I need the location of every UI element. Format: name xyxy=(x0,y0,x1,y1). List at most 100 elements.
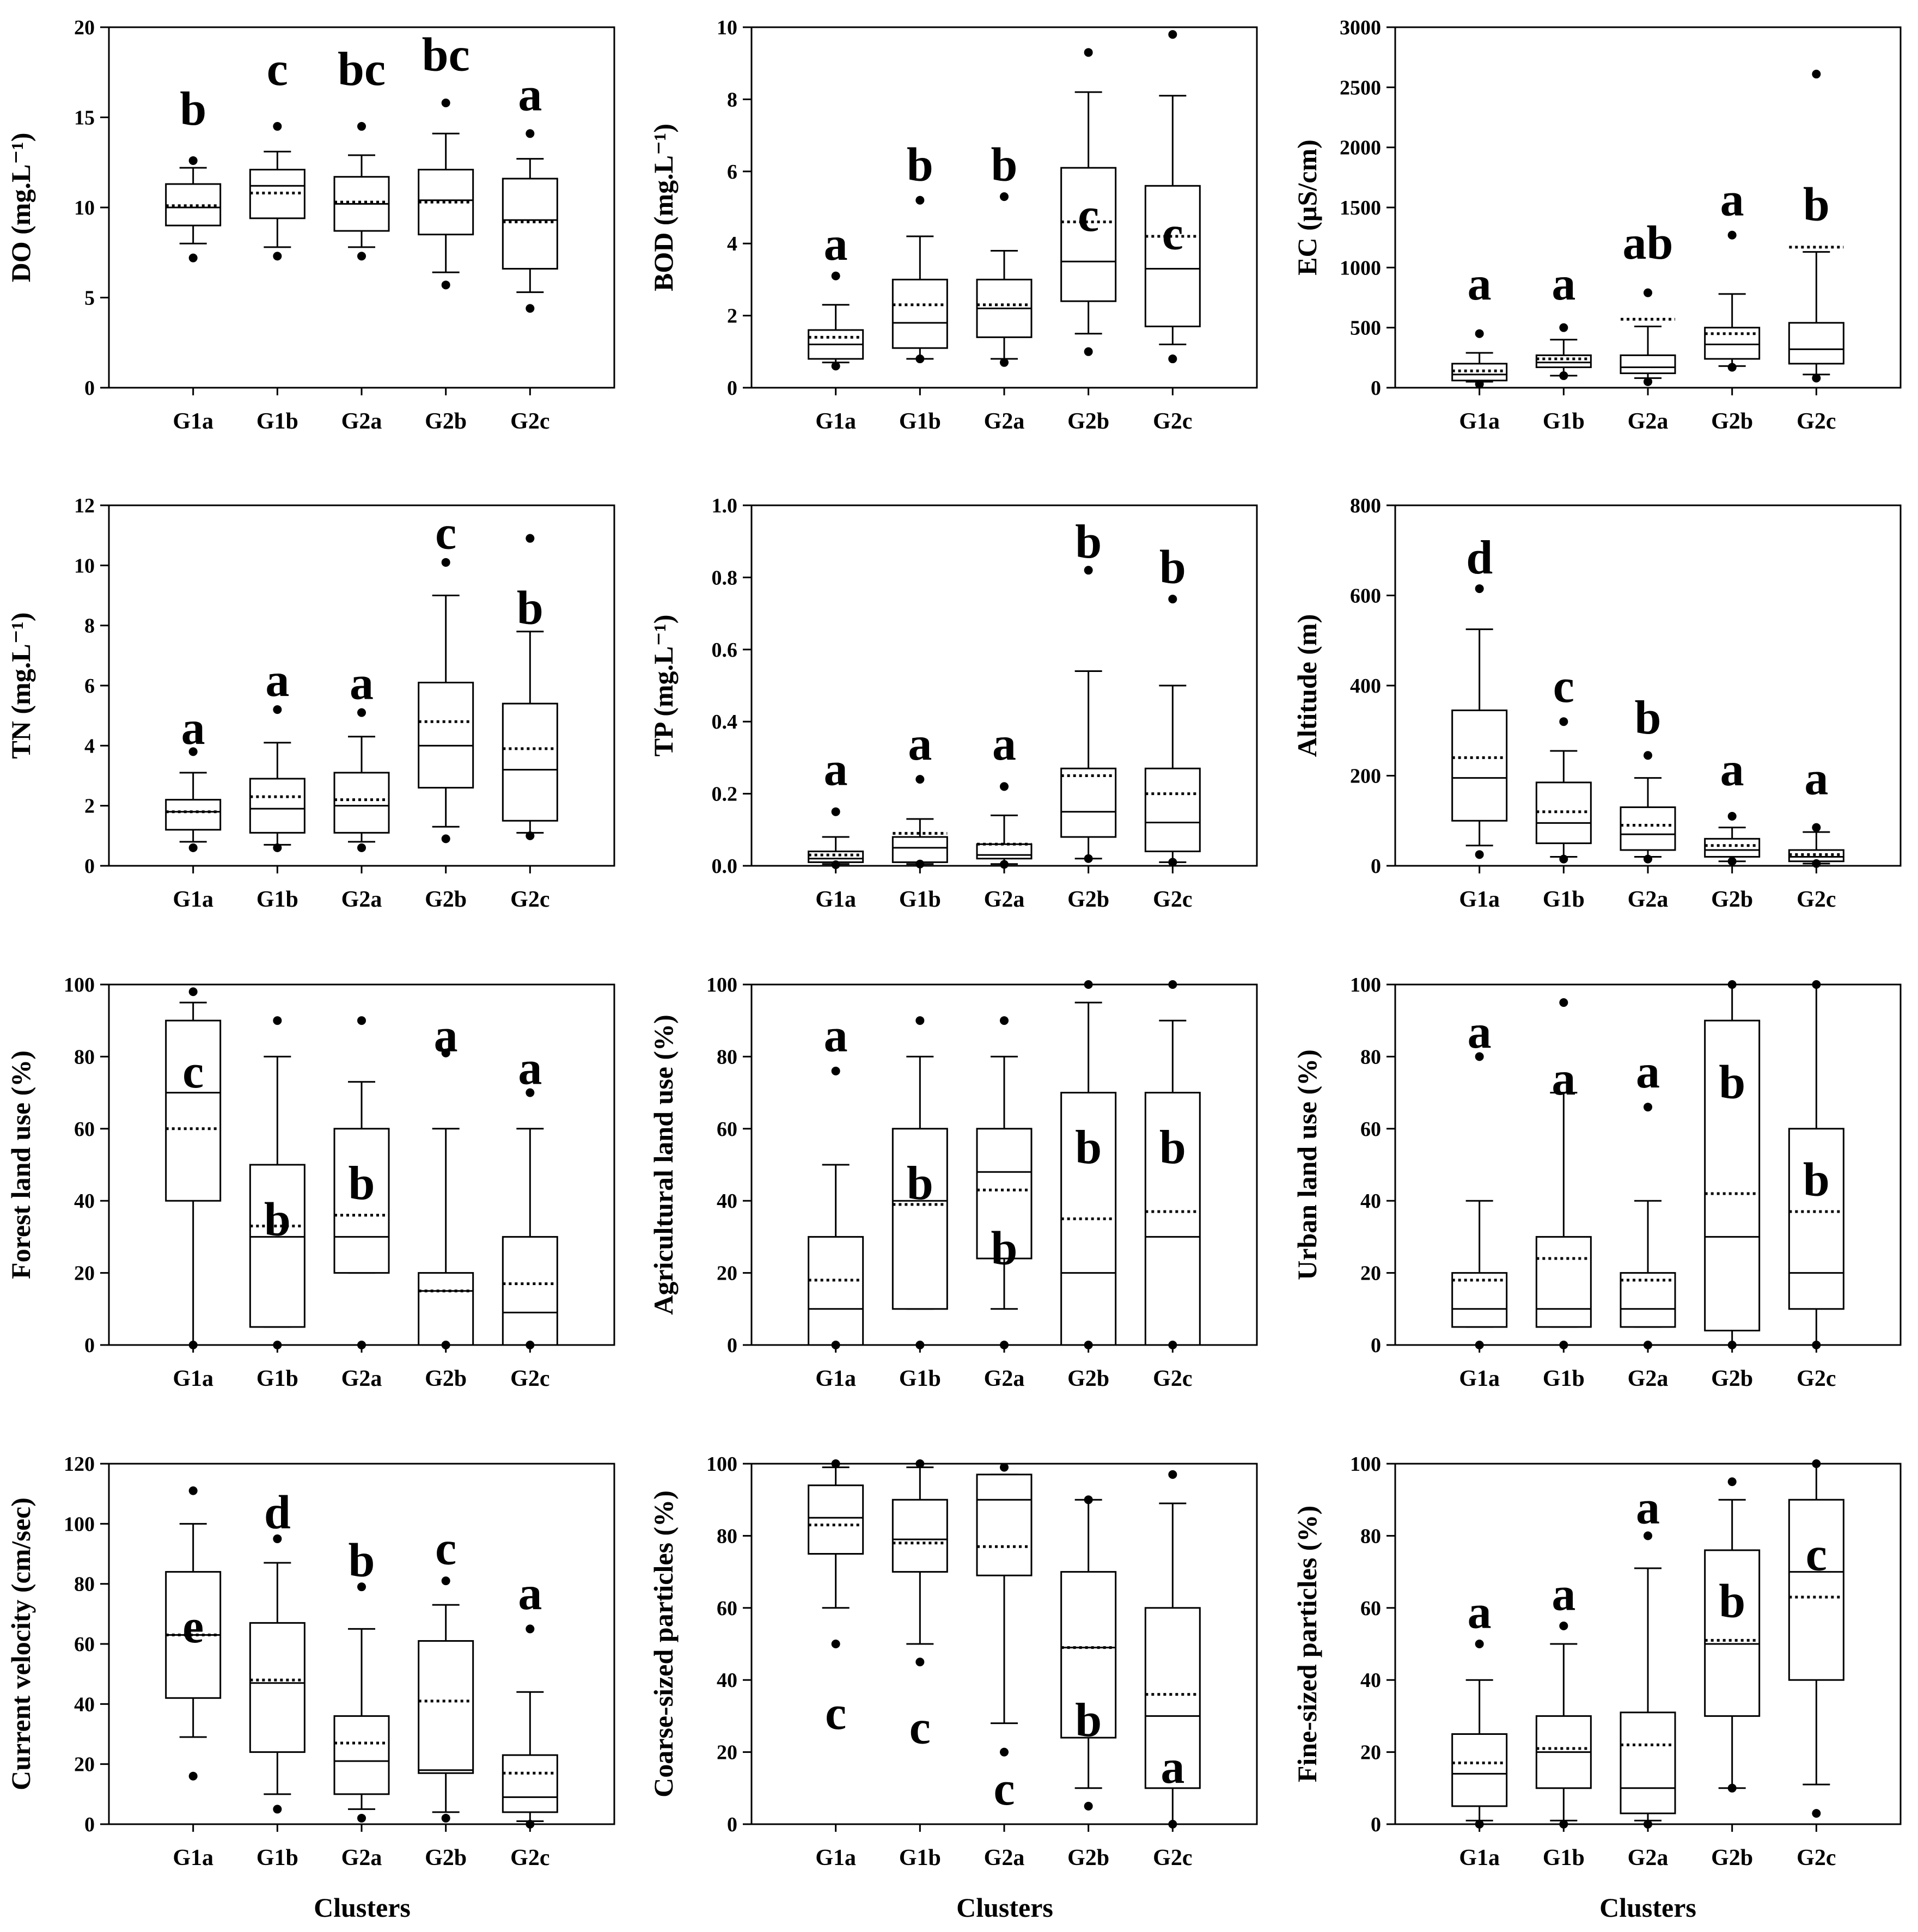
significance-letter: a xyxy=(518,1567,542,1620)
outlier-point xyxy=(1644,1820,1652,1829)
significance-letter: a xyxy=(265,654,289,707)
outlier-point xyxy=(188,253,198,262)
y-axis-label: Agricultural land use (%) xyxy=(648,1014,679,1315)
x-tick-label: G2a xyxy=(984,1366,1025,1391)
box-G2c: b xyxy=(1788,980,1844,1349)
outlier-point xyxy=(1475,850,1484,859)
x-tick-label: G1a xyxy=(173,1366,213,1391)
iqr-box xyxy=(1535,354,1592,368)
x-tick-label: G1a xyxy=(173,887,213,912)
x-tick-label: G2c xyxy=(1797,1366,1836,1391)
y-tick-label: 0 xyxy=(1371,1334,1381,1357)
iqr-box xyxy=(1535,781,1592,845)
y-tick-label: 600 xyxy=(1350,585,1381,608)
y-axis-label: Altitude (m) xyxy=(1292,614,1322,757)
x-axis-label-col2: Clusters xyxy=(956,1892,1053,1923)
significance-letter: a xyxy=(350,657,374,710)
iqr-box xyxy=(1620,1272,1676,1328)
significance-letter: d xyxy=(264,1486,291,1539)
box-G1a: a xyxy=(808,218,864,371)
chart-panel-8: 0 20 40 60 80 100 G1a G1b G2a G2b G2c Agricultural … xyxy=(648,974,1258,1391)
y-tick-label: 12 xyxy=(74,494,95,517)
outlier-point xyxy=(1168,1470,1177,1479)
y-tick-label: 6 xyxy=(727,161,737,184)
iqr-box xyxy=(891,836,948,863)
significance-letter: c xyxy=(1162,207,1183,260)
box-G1a: c xyxy=(808,1459,864,1740)
y-tick-label: 40 xyxy=(717,1669,737,1692)
outlier-point xyxy=(915,1016,925,1025)
outlier-point xyxy=(441,1341,450,1349)
outlier-point xyxy=(357,1341,366,1349)
y-tick-label: 60 xyxy=(717,1118,737,1141)
outlier-point xyxy=(357,1813,366,1823)
y-tick-label: 80 xyxy=(74,1046,95,1068)
outlier-point xyxy=(273,1341,282,1349)
box-G1b: a xyxy=(891,718,948,869)
box-G1a: c xyxy=(165,987,222,1349)
outlier-point xyxy=(1475,1052,1484,1061)
x-tick-label: G2a xyxy=(1628,1366,1669,1391)
x-tick-label: G1a xyxy=(1459,1366,1500,1391)
y-tick-label: 10 xyxy=(74,197,95,219)
x-tick-label: G2c xyxy=(1153,887,1192,912)
significance-letter: b xyxy=(1159,541,1186,594)
y-axis-label: Current velocity (cm/sec) xyxy=(5,1497,36,1790)
x-tick-label: G1b xyxy=(1543,1845,1585,1870)
significance-letter: b xyxy=(991,1222,1018,1275)
outlier-point xyxy=(1559,854,1568,864)
box-G1b: a xyxy=(1535,1568,1592,1829)
significance-letter: a xyxy=(1468,1006,1492,1059)
significance-letter: a xyxy=(1551,258,1575,310)
significance-letter: a xyxy=(1468,1586,1492,1638)
y-tick-label: 0 xyxy=(727,1813,737,1836)
y-tick-label: 10 xyxy=(74,554,95,577)
outlier-point xyxy=(1084,1801,1093,1811)
outlier-point xyxy=(831,362,840,371)
iqr-box xyxy=(808,1484,864,1555)
iqr-box xyxy=(165,1019,222,1202)
x-tick-label: G2a xyxy=(1628,887,1669,912)
box-G1b: c xyxy=(891,1459,948,1754)
outlier-point xyxy=(915,1341,925,1349)
y-tick-label: 0 xyxy=(1371,1813,1381,1836)
y-tick-label: 8 xyxy=(727,88,737,111)
box-G2b: b xyxy=(1704,980,1761,1349)
y-tick-label: 0 xyxy=(1371,855,1381,878)
outlier-point xyxy=(1084,347,1093,356)
outlier-point xyxy=(915,1658,925,1667)
y-tick-label: 100 xyxy=(64,1513,95,1536)
outlier-point xyxy=(1727,1341,1737,1349)
x-tick-label: G2c xyxy=(1153,1366,1192,1391)
y-tick-label: 60 xyxy=(717,1597,737,1620)
x-tick-label: G2c xyxy=(1797,1845,1836,1870)
iqr-box xyxy=(1535,1236,1592,1328)
outlier-point xyxy=(831,807,840,816)
outlier-point xyxy=(1000,192,1009,201)
box-G2a: bc xyxy=(333,43,390,261)
significance-letter: b xyxy=(907,139,933,192)
iqr-box xyxy=(249,1164,306,1328)
significance-letter: a xyxy=(181,702,205,755)
y-tick-label: 4 xyxy=(84,735,95,757)
outlier-point xyxy=(273,843,282,852)
outlier-point xyxy=(1727,230,1737,240)
x-tick-label: G2a xyxy=(341,1845,382,1870)
y-tick-label: 20 xyxy=(717,1262,737,1285)
y-tick-label: 20 xyxy=(74,16,95,39)
outlier-point xyxy=(188,156,198,165)
outlier-point xyxy=(441,1576,450,1586)
y-tick-label: 3000 xyxy=(1340,16,1381,39)
outlier-point xyxy=(188,747,198,756)
iqr-box xyxy=(1620,1711,1676,1814)
y-tick-label: 0.8 xyxy=(712,566,738,589)
y-axis-label: BOD (mg.L⁻¹) xyxy=(648,124,679,291)
y-axis-label: Fine-sized particles (%) xyxy=(1292,1506,1322,1782)
outlier-point xyxy=(1168,354,1177,364)
iqr-box xyxy=(165,799,222,831)
outlier-point xyxy=(831,1341,840,1349)
y-tick-label: 80 xyxy=(717,1525,737,1548)
significance-letter: a xyxy=(1720,743,1744,796)
box-G1b: b xyxy=(891,139,948,364)
